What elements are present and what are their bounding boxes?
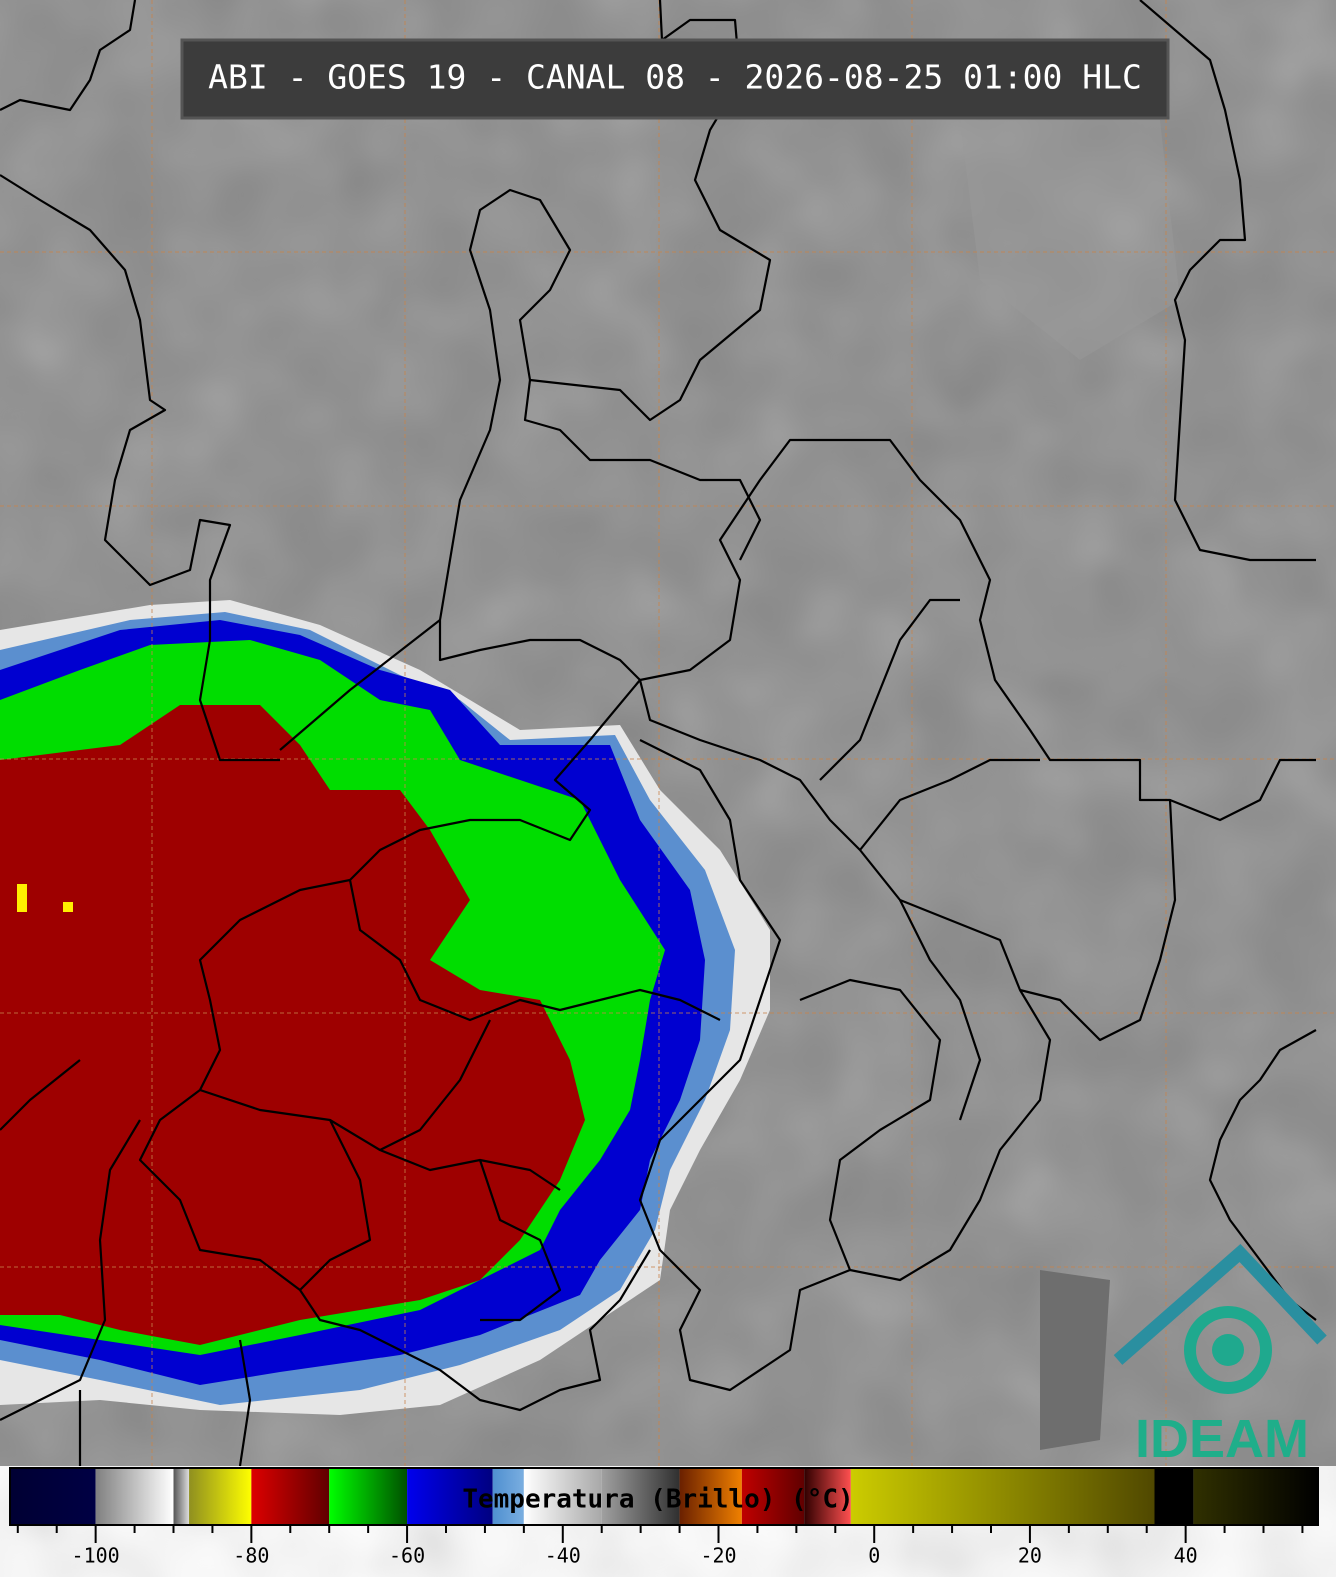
- storm-core: [0, 705, 585, 1345]
- colorbar-segment: [601, 1468, 680, 1525]
- logo-eye: [1184, 1306, 1272, 1394]
- border: [0, 1059, 141, 1421]
- cloud-area: [1040, 1270, 1110, 1450]
- border: [1169, 758, 1317, 1321]
- tick-label: 20: [1018, 1544, 1042, 1568]
- colorbar-segment: [741, 1468, 805, 1525]
- logo-roof: [1113, 1243, 1327, 1365]
- colorbar: Temperatura (Brillo) (°C) -100 -80 -60 -40 -2…: [9, 1467, 1319, 1568]
- logo-text: IDEAM: [1135, 1409, 1309, 1469]
- colorbar-frame: [9, 1467, 1319, 1526]
- tick-label: 0: [868, 1544, 880, 1568]
- colorbar-segment: [1193, 1468, 1318, 1525]
- tick-label: 40: [1174, 1544, 1198, 1568]
- tick-label: -20: [700, 1544, 736, 1568]
- colorbar-label: Temperatura (Brillo) (°C): [462, 1485, 853, 1515]
- border: [199, 1019, 562, 1322]
- colorbar-segment: [492, 1468, 524, 1525]
- border: [0, 174, 280, 762]
- border: [78, 1339, 252, 1467]
- colorbar-segment: [251, 1468, 330, 1525]
- colorbar-segment: [523, 1468, 602, 1525]
- colorbar-segment: [189, 1468, 252, 1525]
- ideam-logo: IDEAM: [1113, 1243, 1327, 1469]
- coldest-pixel: [17, 884, 27, 912]
- title: ABI - GOES 19 - CANAL 08 - 2026-08-25 01…: [208, 58, 1142, 97]
- colorbar-segment: [95, 1468, 174, 1525]
- colorbar-segment: [1154, 1468, 1194, 1525]
- colorbar-segment: [804, 1468, 851, 1525]
- logo-pupil: [1212, 1334, 1244, 1366]
- map: IDEAM ABI - GOES 19 - CANAL 08 - 2026-08…: [0, 0, 1336, 1469]
- border: [1139, 0, 1316, 562]
- colorbar-segment: [329, 1468, 408, 1525]
- title-box: [180, 38, 1170, 120]
- colorbar-segment: [679, 1468, 742, 1525]
- tick-label: -80: [233, 1544, 269, 1568]
- coldest-pixel: [63, 902, 73, 912]
- border: [138, 878, 651, 1412]
- cloud-area: [960, 120, 1180, 360]
- colorbar-segment: [850, 1468, 1155, 1525]
- tick-label: -100: [72, 1544, 120, 1568]
- tick-label: -60: [389, 1544, 425, 1568]
- colorbar-segment: [10, 1468, 96, 1525]
- border: [279, 619, 721, 1022]
- colorbar-segment: [173, 1468, 190, 1525]
- colorbar-segment: [407, 1468, 493, 1525]
- border: [0, 0, 137, 112]
- tick-label: -40: [545, 1544, 581, 1568]
- border: [438, 0, 1177, 1042]
- borders: [0, 0, 1317, 1467]
- border: [799, 598, 1040, 1271]
